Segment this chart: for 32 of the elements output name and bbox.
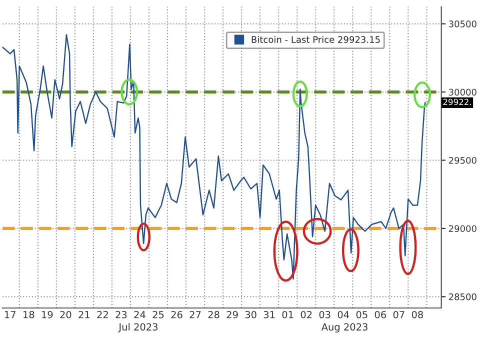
x-tick-label: 24	[134, 310, 146, 318]
y-tick-label: 30500	[448, 20, 476, 28]
legend-label: Bitcoin - Last Price 29923.15	[252, 36, 380, 43]
x-tick-label: 18	[24, 310, 34, 318]
y-tick-label: 29000	[448, 225, 476, 232]
x-tick-label: 25	[152, 310, 164, 318]
x-tick-label: 30	[245, 310, 256, 318]
x-tick-label: 23	[116, 310, 127, 318]
x-tick-label: 27	[190, 310, 201, 318]
x-tick-label: 26	[171, 310, 182, 318]
x-tick-label: 19	[42, 310, 53, 318]
x-tick-label: 29	[226, 310, 238, 318]
x-tick-label: 20	[60, 310, 72, 318]
x-tick-label: 22	[97, 310, 108, 318]
text: Aug 2023	[321, 323, 368, 332]
x-tick-label: 03	[319, 310, 330, 318]
x-tick-label: 04	[338, 310, 350, 318]
x-tick-label: 01	[282, 310, 294, 318]
y-tick-label: 28500	[448, 293, 476, 300]
x-tick-label: 28	[208, 310, 220, 318]
x-tick-label: 05	[356, 310, 368, 318]
x-tick-label: 17	[5, 311, 16, 318]
y-tick-label: 30000	[448, 88, 476, 96]
x-tick-label: 02	[300, 310, 312, 318]
y-tick-label: 29500	[448, 156, 476, 164]
x-tick-label: 06	[374, 310, 386, 318]
x-tick-label: 08	[412, 310, 423, 318]
annotation: 29922.	[443, 98, 471, 106]
x-tick-label: 21	[78, 310, 90, 318]
x-tick-label: 31	[264, 310, 275, 318]
text: Jul 2023	[118, 323, 158, 332]
x-tick-label: 07	[393, 310, 404, 318]
